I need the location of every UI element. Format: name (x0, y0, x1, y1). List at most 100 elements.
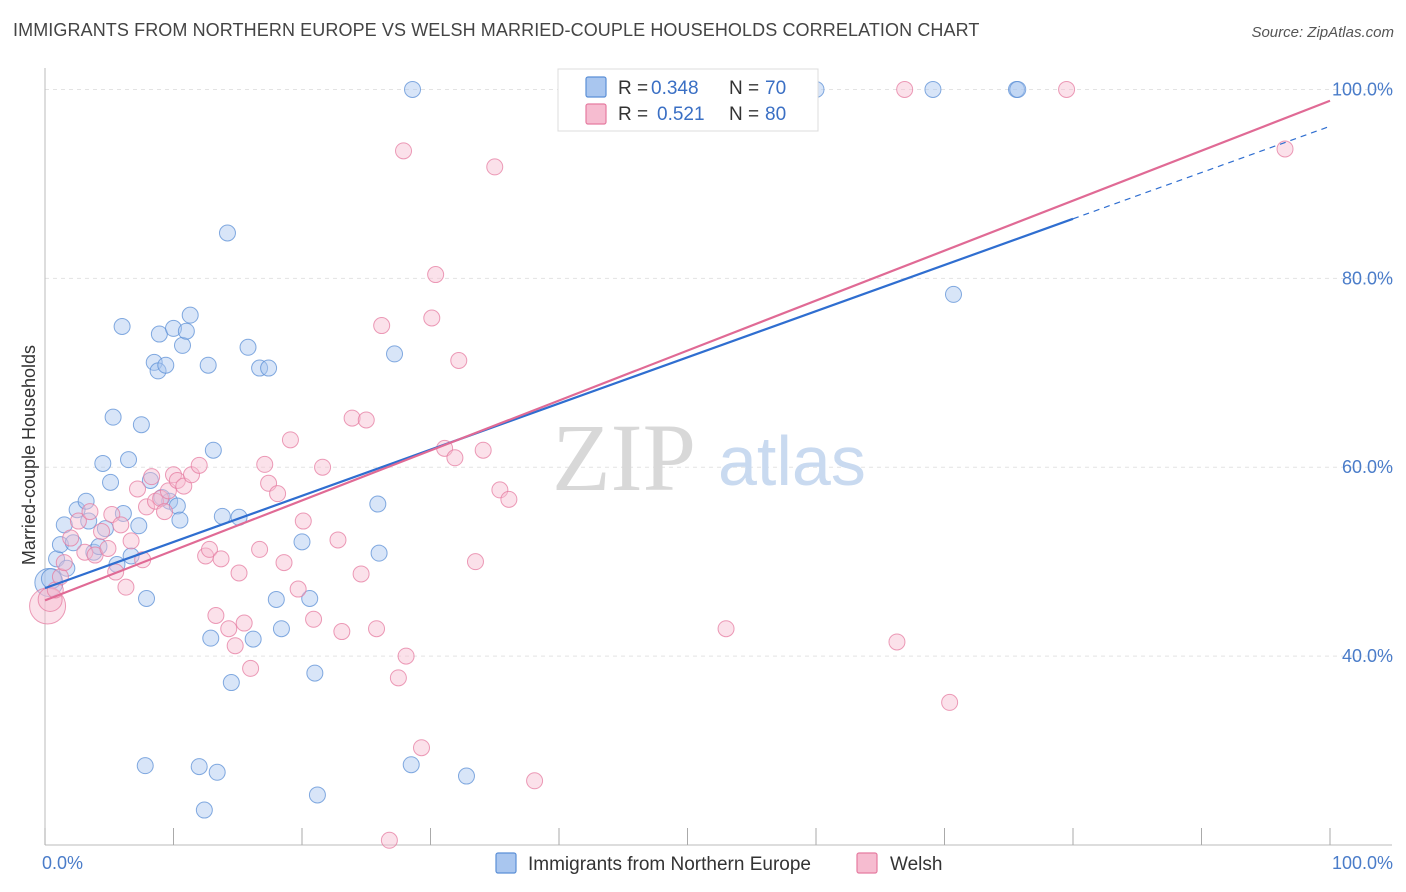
point-s1-39 (251, 540, 269, 558)
point-s0-67 (944, 285, 962, 303)
trend-lines (44, 99, 1331, 602)
point-s0-43 (208, 763, 226, 781)
scatter-points (29, 80, 1294, 849)
point-s0-30 (157, 356, 175, 374)
y-axis-label: Married-couple Households (19, 345, 39, 565)
point-s1-47 (305, 610, 323, 628)
point-s1-40 (256, 455, 274, 473)
point-s0-39 (195, 801, 213, 819)
point-s1-61 (423, 309, 441, 327)
point-s0-22 (132, 416, 150, 434)
stats-legend: R = 0.348 N = 70 R = 0.521 N = 80 (557, 68, 819, 132)
point-s0-57 (308, 786, 326, 804)
point-s0-49 (244, 630, 262, 648)
point-s1-38 (242, 659, 260, 677)
point-s0-63 (457, 767, 475, 785)
point-s1-77 (941, 693, 959, 711)
point-s1-49 (329, 531, 347, 549)
point-s1-45 (289, 580, 307, 598)
point-s1-60 (413, 739, 431, 757)
point-s0-23 (136, 757, 154, 775)
point-s1-58 (395, 142, 413, 160)
tick-labels: 40.0% 60.0% 80.0% 100.0% 0.0% 100.0% (42, 79, 1393, 873)
point-s0-66 (924, 80, 942, 98)
y-tick-label-3: 100.0% (1332, 79, 1393, 99)
y-tick-label-1: 60.0% (1342, 457, 1393, 477)
point-s1-74 (717, 620, 735, 638)
point-s0-12 (94, 454, 112, 472)
point-s1-65 (450, 352, 468, 369)
legend-swatch-northern-europe (495, 852, 517, 874)
stats-n-label-pink: N = (729, 104, 759, 125)
stats-swatch-blue (585, 76, 607, 98)
point-s1-55 (373, 317, 391, 335)
point-s1-37 (235, 614, 253, 632)
point-s1-46 (294, 512, 312, 530)
chart-title: IMMIGRANTS FROM NORTHERN EUROPE VS WELSH… (13, 20, 980, 40)
point-s0-14 (102, 473, 120, 491)
point-s0-50 (251, 359, 269, 377)
point-s1-11 (99, 539, 117, 557)
point-s1-10 (93, 522, 111, 540)
point-s1-79 (1276, 140, 1294, 158)
point-s0-61 (402, 756, 420, 774)
point-s0-46 (222, 674, 240, 692)
point-s0-69 (1009, 80, 1027, 98)
point-s1-44 (281, 431, 299, 449)
point-s0-32 (165, 319, 182, 337)
stats-n-value-blue: 70 (765, 78, 786, 99)
point-s1-33 (212, 550, 230, 568)
point-s0-45 (218, 224, 236, 242)
watermark-atlas: atlas (718, 422, 866, 500)
point-s1-42 (269, 485, 287, 503)
point-s1-15 (117, 578, 135, 596)
point-s1-62 (427, 266, 445, 284)
point-s1-76 (896, 80, 914, 98)
point-s1-6 (69, 512, 87, 530)
point-s0-55 (301, 590, 319, 607)
point-s1-56 (380, 831, 398, 849)
point-s1-19 (138, 498, 156, 516)
point-s0-40 (199, 356, 217, 374)
point-s1-69 (491, 481, 509, 499)
point-s0-54 (293, 533, 311, 551)
series-legend: Immigrants from Northern Europe Welsh (495, 852, 942, 875)
point-s1-50 (333, 623, 351, 641)
point-s1-17 (129, 480, 147, 498)
point-s1-32 (207, 607, 225, 624)
point-s1-51 (343, 409, 361, 427)
point-s0-53 (272, 620, 290, 638)
legend-label-northern-europe: Immigrants from Northern Europe (528, 854, 811, 875)
point-s1-59 (397, 647, 415, 665)
point-s0-8 (77, 492, 95, 510)
point-s1-48 (314, 458, 332, 476)
y-tick-label-0: 40.0% (1342, 646, 1393, 666)
point-s1-36 (230, 564, 248, 582)
point-s1-14 (112, 516, 130, 534)
point-s1-29 (190, 456, 208, 474)
point-s1-64 (446, 449, 464, 467)
point-s0-38 (190, 758, 208, 776)
watermark-zip: ZIP (552, 404, 696, 511)
trend-line-ext-0 (1072, 125, 1331, 220)
point-s0-56 (306, 664, 324, 682)
point-s0-48 (239, 338, 257, 356)
point-s1-16 (122, 532, 140, 550)
point-s1-54 (368, 620, 386, 638)
legend-swatch-welsh (856, 852, 878, 874)
point-s1-31 (200, 540, 218, 558)
point-s0-41 (202, 629, 220, 647)
x-tick-label-0: 0.0% (42, 853, 83, 873)
stats-r-label-blue: R = (618, 78, 648, 99)
point-s0-15 (104, 408, 122, 426)
point-s0-35 (173, 336, 191, 354)
point-s1-8 (81, 503, 99, 521)
stats-r-value-blue: 0.348 (651, 78, 699, 99)
legend-label-welsh: Welsh (890, 854, 942, 875)
point-s0-6 (64, 534, 82, 552)
point-s0-51 (260, 359, 278, 377)
point-s0-42 (204, 441, 222, 459)
axes (44, 68, 1392, 846)
point-s0-24 (138, 590, 156, 607)
point-s1-52 (352, 565, 370, 583)
